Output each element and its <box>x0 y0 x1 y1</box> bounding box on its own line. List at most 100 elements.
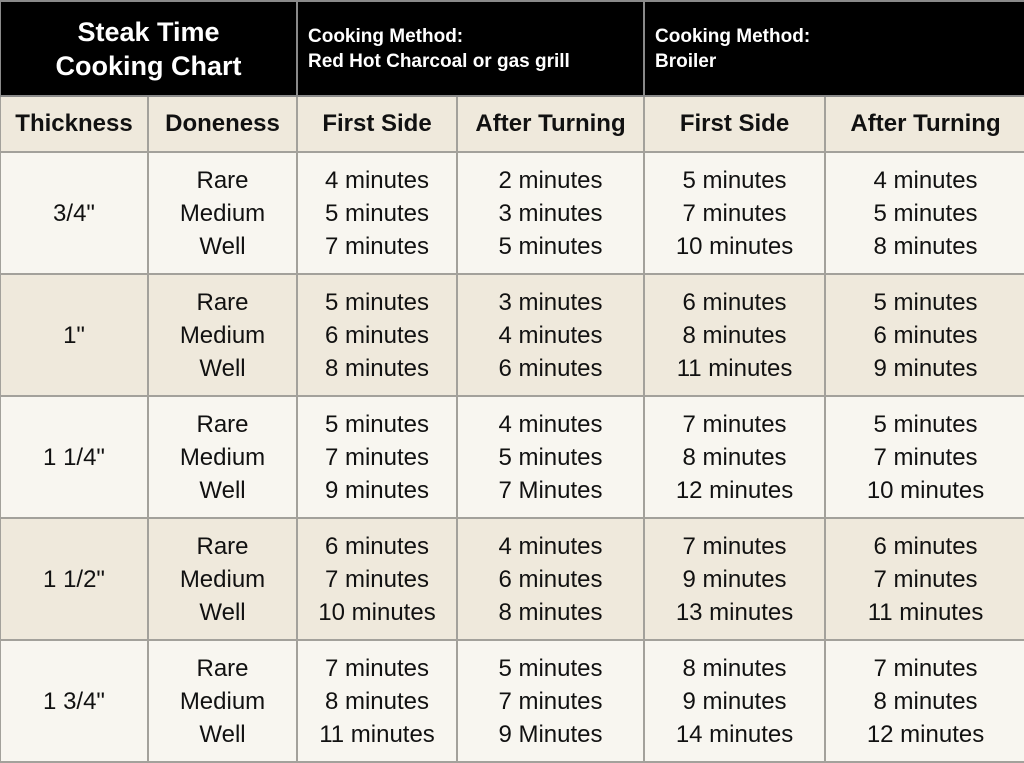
grill-after-turning-cell: 4 minutes 6 minutes 8 minutes <box>455 517 646 641</box>
cell-line: 8 minutes <box>324 687 430 715</box>
doneness-cell: Rare Medium Well <box>147 273 298 397</box>
cell-line: 6 minutes <box>498 565 603 593</box>
cell-line: 8 minutes <box>498 598 603 626</box>
cell-line: 4 minutes <box>498 321 603 349</box>
cell-line: Medium <box>179 199 266 227</box>
cell-line: Well <box>199 232 246 260</box>
method-grill-header: Cooking Method: Red Hot Charcoal or gas … <box>295 0 646 97</box>
table-row: 1 1/4" Rare Medium Well 5 minutes 7 minutes 9 … <box>0 395 1024 519</box>
cell-line: 5 minutes <box>498 443 603 471</box>
grill-after-turning-cell: 4 minutes 5 minutes 7 Minutes <box>455 395 646 519</box>
cell-line: 7 minutes <box>324 232 430 260</box>
cell-line: 7 minutes <box>682 532 787 560</box>
cell-line: 9 minutes <box>682 687 787 715</box>
cell-line: Medium <box>179 321 266 349</box>
col-thickness: Thickness <box>0 95 149 153</box>
cell-line: 6 minutes <box>498 354 603 382</box>
cell-line: 9 minutes <box>873 354 978 382</box>
thickness-cell: 1" <box>0 273 149 397</box>
thickness-cell: 1 3/4" <box>0 639 149 763</box>
broil-after-turning-cell: 7 minutes 8 minutes 12 minutes <box>824 639 1024 763</box>
grill-first-side-cell: 5 minutes 7 minutes 9 minutes <box>296 395 458 519</box>
cell-line: 6 minutes <box>682 288 787 316</box>
thickness-cell: 1 1/2" <box>0 517 149 641</box>
cell-line: 7 minutes <box>873 565 978 593</box>
cell-line: 4 minutes <box>498 532 603 560</box>
cell-line: 8 minutes <box>873 687 978 715</box>
cell-line: 5 minutes <box>324 199 430 227</box>
cell-line: 4 minutes <box>873 166 978 194</box>
broil-first-side-cell: 5 minutes 7 minutes 10 minutes <box>643 151 827 275</box>
cell-line: 9 minutes <box>324 476 430 504</box>
cell-line: 8 minutes <box>873 232 978 260</box>
broil-after-turning-cell: 6 minutes 7 minutes 11 minutes <box>824 517 1024 641</box>
col-doneness: Doneness <box>147 95 298 153</box>
cell-line: Rare <box>196 166 249 194</box>
cell-line: 8 minutes <box>682 321 787 349</box>
cell-line: 10 minutes <box>318 598 436 626</box>
cell-line: 5 minutes <box>873 288 978 316</box>
grill-after-turning-cell: 5 minutes 7 minutes 9 Minutes <box>455 639 646 763</box>
cell-line: Well <box>199 354 246 382</box>
cell-line: 7 minutes <box>324 565 430 593</box>
broil-first-side-cell: 7 minutes 8 minutes 12 minutes <box>643 395 827 519</box>
broil-after-turning-cell: 5 minutes 7 minutes 10 minutes <box>824 395 1024 519</box>
cell-line: 6 minutes <box>873 532 978 560</box>
method-name: Broiler <box>655 50 717 72</box>
col-broil-first-side: First Side <box>643 95 827 153</box>
cell-line: 3 minutes <box>498 199 603 227</box>
broil-after-turning-cell: 5 minutes 6 minutes 9 minutes <box>824 273 1024 397</box>
table-row: 3/4" Rare Medium Well 4 minutes 5 minutes 7 mi… <box>0 151 1024 275</box>
cell-line: 7 minutes <box>682 199 787 227</box>
grill-after-turning-cell: 2 minutes 3 minutes 5 minutes <box>455 151 646 275</box>
broil-after-turning-cell: 4 minutes 5 minutes 8 minutes <box>824 151 1024 275</box>
cell-line: 11 minutes <box>867 598 984 626</box>
cell-line: 7 minutes <box>498 687 603 715</box>
cell-line: 7 minutes <box>324 654 430 682</box>
cell-line: Well <box>199 476 246 504</box>
doneness-cell: Rare Medium Well <box>147 517 298 641</box>
cell-line: 14 minutes <box>675 720 794 748</box>
cell-line: 5 minutes <box>873 199 978 227</box>
cell-line: 6 minutes <box>324 532 430 560</box>
cell-line: 4 minutes <box>498 410 603 438</box>
method-name: Red Hot Charcoal or gas grill <box>308 50 570 72</box>
cell-line: Rare <box>196 410 249 438</box>
grill-first-side-cell: 4 minutes 5 minutes 7 minutes <box>296 151 458 275</box>
cell-line: 5 minutes <box>682 166 787 194</box>
cell-line: 6 minutes <box>873 321 978 349</box>
cell-line: 8 minutes <box>324 354 430 382</box>
thickness-cell: 1 1/4" <box>0 395 149 519</box>
cell-line: Medium <box>179 565 266 593</box>
cell-line: 5 minutes <box>324 410 430 438</box>
method-label: Cooking Method: <box>308 25 464 47</box>
doneness-cell: Rare Medium Well <box>147 151 298 275</box>
cell-line: 7 Minutes <box>498 476 603 504</box>
thickness-cell: 3/4" <box>0 151 149 275</box>
method-broiler-header: Cooking Method: Broiler <box>643 0 1024 97</box>
broil-first-side-cell: 8 minutes 9 minutes 14 minutes <box>643 639 827 763</box>
doneness-cell: Rare Medium Well <box>147 639 298 763</box>
cell-line: 13 minutes <box>675 598 794 626</box>
cell-line: 5 minutes <box>873 410 978 438</box>
cell-line: 8 minutes <box>682 654 787 682</box>
grill-first-side-cell: 6 minutes 7 minutes 10 minutes <box>296 517 458 641</box>
chart-title: Steak Time Cooking Chart <box>0 0 298 97</box>
cell-line: 12 minutes <box>675 476 794 504</box>
cell-line: 9 Minutes <box>498 720 603 748</box>
grill-first-side-cell: 7 minutes 8 minutes 11 minutes <box>296 639 458 763</box>
cell-line: 6 minutes <box>324 321 430 349</box>
table-row: 1 3/4" Rare Medium Well 7 minutes 8 minutes 11… <box>0 639 1024 763</box>
cell-line: 11 minutes <box>319 720 435 748</box>
cell-line: 5 minutes <box>324 288 430 316</box>
col-broil-after-turning: After Turning <box>824 95 1024 153</box>
cell-line: Well <box>199 598 246 626</box>
cell-line: 12 minutes <box>866 720 985 748</box>
broil-first-side-cell: 7 minutes 9 minutes 13 minutes <box>643 517 827 641</box>
cell-line: 10 minutes <box>675 232 794 260</box>
cell-line: Rare <box>196 288 249 316</box>
title-line: Steak Time <box>77 16 220 47</box>
cell-line: Rare <box>196 532 249 560</box>
cell-line: 2 minutes <box>498 166 603 194</box>
table-row: 1 1/2" Rare Medium Well 6 minutes 7 minutes 10… <box>0 517 1024 641</box>
